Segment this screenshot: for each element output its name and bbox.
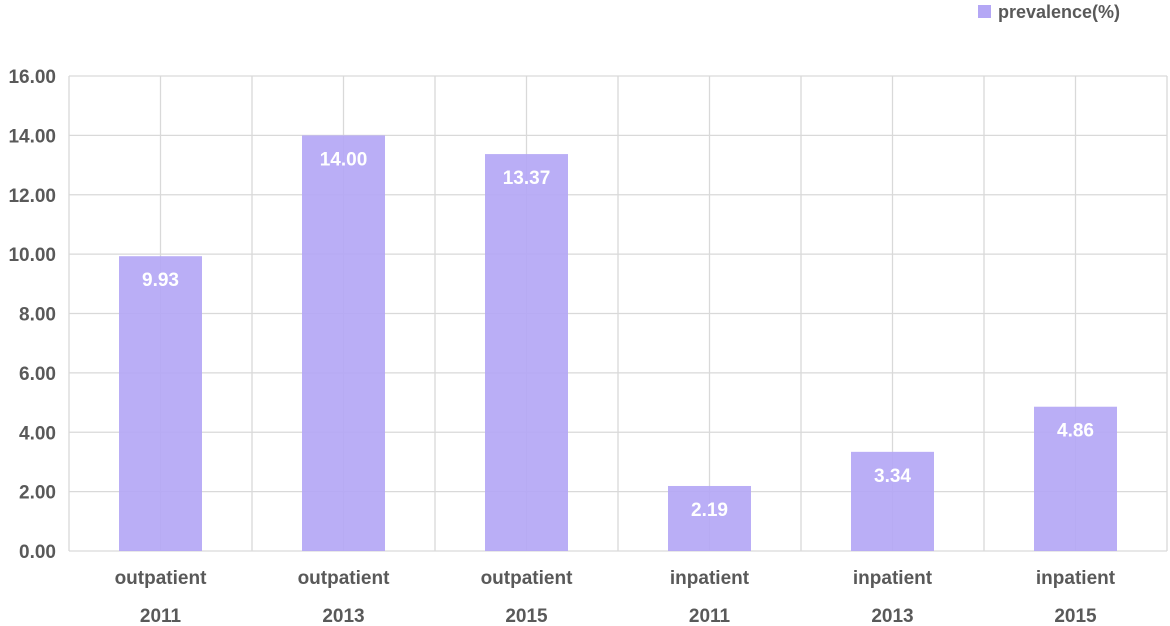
y-tick-label: 12.00 <box>8 186 56 207</box>
x-category-label-type: inpatient <box>670 568 750 589</box>
bar <box>119 256 202 551</box>
data-label: 9.93 <box>142 270 179 291</box>
x-category-label-year: 2015 <box>505 606 548 626</box>
y-tick-label: 10.00 <box>8 245 56 266</box>
x-axis-category-labels: outpatient 2011 outpatient 2013 outpatient 20… <box>115 568 1116 626</box>
x-category-label-year: 2011 <box>140 606 182 626</box>
x-category-label-year: 2013 <box>322 606 364 626</box>
y-axis-tick-labels: 0.00 2.00 4.00 6.00 8.00 10.00 12.00 14.00 16.00 <box>8 67 56 563</box>
data-label: 14.00 <box>320 149 368 170</box>
x-category-label-type: outpatient <box>481 568 573 589</box>
x-category-label-type: outpatient <box>115 568 207 589</box>
x-category-label-year: 2015 <box>1054 606 1097 626</box>
y-tick-label: 2.00 <box>19 483 56 504</box>
x-category-label-type: outpatient <box>298 568 390 589</box>
y-tick-label: 4.00 <box>19 423 56 444</box>
y-tick-label: 14.00 <box>8 126 56 147</box>
x-category-label-type: inpatient <box>1036 568 1116 589</box>
x-category-label-year: 2011 <box>689 606 731 626</box>
y-tick-label: 6.00 <box>19 364 56 385</box>
x-category-label-year: 2013 <box>871 606 913 626</box>
y-tick-label: 0.00 <box>19 542 56 563</box>
legend-swatch <box>978 5 991 18</box>
bar <box>1034 406 1117 551</box>
bar <box>851 451 934 551</box>
data-label: 2.19 <box>691 500 728 521</box>
y-tick-label: 16.00 <box>8 67 56 88</box>
legend-label: prevalence(%) <box>998 2 1120 22</box>
data-label: 4.86 <box>1057 421 1094 442</box>
bar <box>485 154 568 551</box>
bar <box>668 485 751 551</box>
legend: prevalence(%) <box>978 2 1120 22</box>
y-tick-label: 8.00 <box>19 305 56 326</box>
bar <box>302 135 385 551</box>
bars: 9.93 14.00 13.37 2.19 3.34 4.86 <box>119 135 1117 551</box>
gridlines <box>68 75 1168 552</box>
data-label: 13.37 <box>503 168 551 189</box>
x-category-label-type: inpatient <box>853 568 933 589</box>
data-label: 3.34 <box>874 466 911 487</box>
